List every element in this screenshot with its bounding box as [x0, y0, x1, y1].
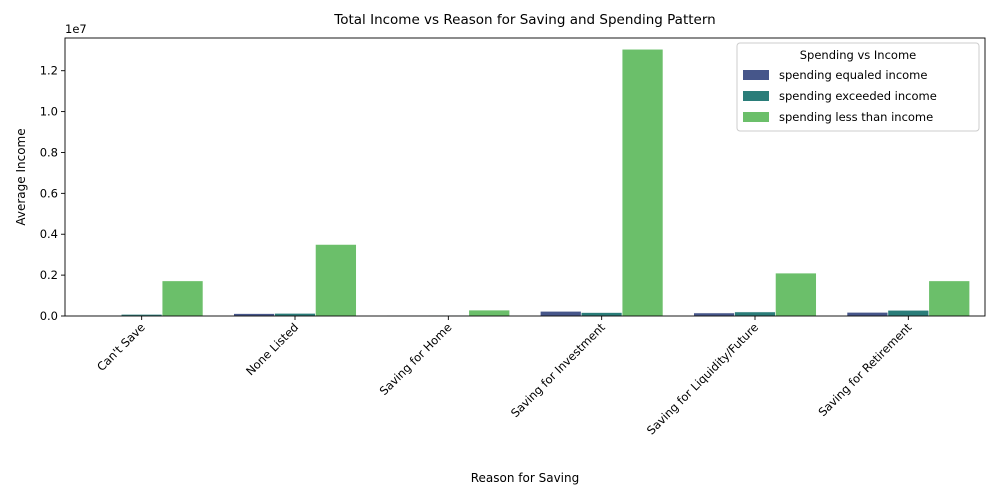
y-axis-label: Average Income	[14, 128, 28, 225]
bar-3-1	[161, 280, 204, 317]
legend-swatch-1	[743, 70, 769, 80]
bar-3-6	[928, 280, 970, 317]
legend: Spending vs Income spending equaled incom…	[736, 42, 980, 132]
bars-group	[80, 48, 970, 317]
y-tick-label: 1.2	[40, 64, 58, 78]
bar-2-5	[734, 311, 776, 317]
x-tick-label: Saving for Liquidity/Future	[644, 320, 761, 437]
bar-3-3	[468, 309, 510, 317]
plot-frame	[64, 37, 986, 317]
legend-label-3: spending less than income	[779, 110, 933, 124]
x-tick-label: Can't Save	[94, 320, 148, 374]
x-axis-label: Reason for Saving	[471, 471, 580, 485]
legend-label-1: spending equaled income	[779, 68, 927, 82]
y-tick-label: 0.4	[40, 227, 58, 241]
bar-3-5	[775, 272, 817, 317]
bar-3-4	[621, 48, 664, 317]
legend-label-2: spending exceeded income	[779, 89, 937, 103]
y-axis: 0.0 0.2 0.4 0.6 0.8 1.0 1.2	[40, 64, 65, 323]
x-tick-label: None Listed	[243, 320, 301, 378]
x-axis: Can't Save None Listed Saving for Home Savi…	[94, 316, 915, 437]
legend-box	[736, 42, 980, 132]
y-tick-label: 0.6	[40, 186, 58, 200]
legend-title: Spending vs Income	[800, 48, 916, 62]
x-tick-label: Saving for Home	[377, 320, 455, 398]
legend-swatch-3	[743, 112, 769, 122]
bar-1-5	[693, 312, 735, 317]
chart-title: Total Income vs Reason for Saving and Sp…	[333, 12, 715, 28]
y-tick-label: 0.0	[40, 309, 58, 323]
x-tick-label: Saving for Investment	[508, 320, 608, 420]
y-tick-label: 0.2	[40, 268, 58, 282]
legend-swatch-2	[743, 91, 769, 101]
x-tick-label: Saving for Retirement	[815, 320, 914, 419]
bar-1-4	[540, 310, 582, 317]
y-tick-label: 0.8	[40, 145, 58, 159]
bar-1-6	[846, 312, 889, 317]
bar-2-6	[887, 309, 930, 317]
bar-3-2	[315, 244, 357, 317]
bar-2-4	[580, 312, 623, 317]
y-offset-label: 1e7	[65, 22, 87, 36]
y-tick-label: 1.0	[40, 105, 58, 119]
